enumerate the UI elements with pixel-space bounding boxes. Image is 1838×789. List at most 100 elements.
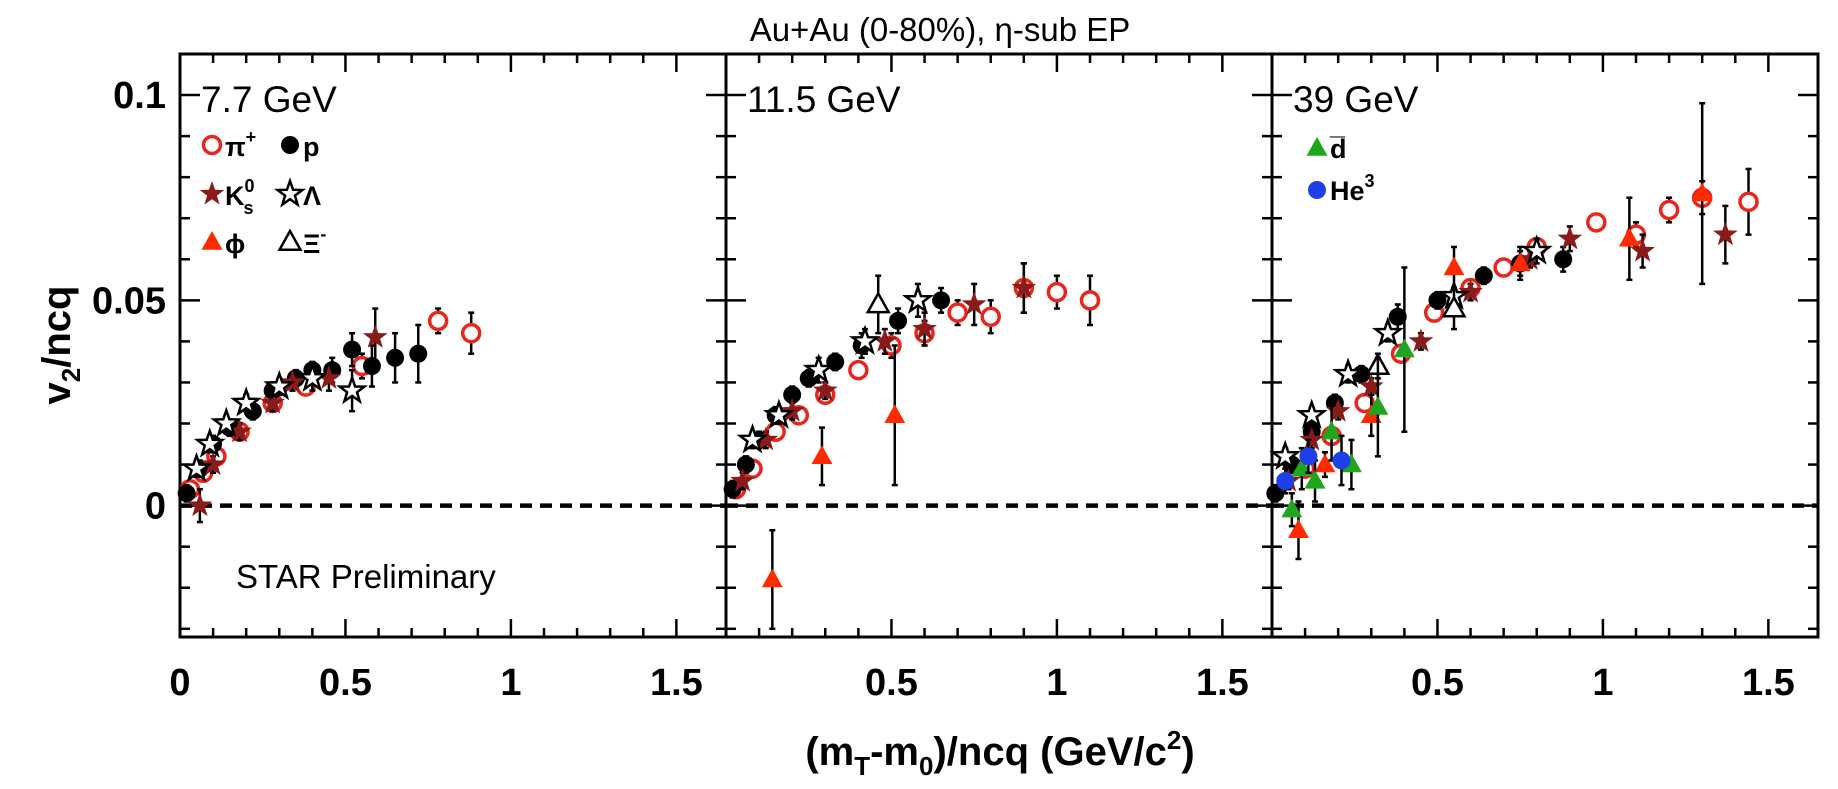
x-tick-label: 1.5	[650, 662, 703, 704]
x-tick-label: 0.5	[319, 662, 372, 704]
data-point	[736, 423, 769, 454]
data-point	[1332, 451, 1351, 470]
data-point	[947, 302, 968, 323]
data-point	[1713, 221, 1738, 246]
data-point	[872, 328, 898, 352]
data-point	[1288, 519, 1309, 538]
legend-label: ϕ	[225, 229, 245, 259]
data-point	[280, 369, 305, 393]
data-point	[1304, 469, 1326, 489]
data-point	[762, 398, 795, 429]
x-tick-label: 1	[500, 662, 521, 704]
x-tick-label: 1	[1046, 662, 1067, 704]
series-ϕ	[761, 344, 906, 631]
series-K0s	[1276, 204, 1738, 492]
legend-marker-dbar	[1306, 137, 1328, 156]
legend-marker-p	[281, 136, 299, 154]
legend-7gev: π+ p K0 s Λϕ Ξ-	[199, 127, 326, 259]
data-point	[343, 340, 362, 359]
x-tick-label: 0.5	[865, 662, 918, 704]
legend-marker-xi	[277, 228, 303, 251]
x-tick-labels: 0 0.5 1 1.5 0.5 1 1.5 0.5 1 1.5	[169, 662, 1794, 704]
data-point	[1388, 307, 1407, 326]
series-K0s	[730, 262, 1037, 492]
axis-ticks	[178, 54, 1818, 637]
data-point	[1325, 398, 1351, 422]
data-point	[1367, 396, 1389, 415]
data-point	[1358, 373, 1384, 398]
y-axis-label: v2/ncq	[35, 286, 86, 405]
data-point	[1276, 471, 1295, 490]
data-point	[1520, 234, 1553, 265]
data-point	[961, 291, 987, 315]
x-axis-label: (mT-m0)/ncq (GeV/c2)	[805, 725, 1194, 781]
series-d̅	[1281, 266, 1415, 528]
data-point	[263, 369, 296, 401]
legend-marker-he3	[1308, 181, 1326, 199]
data-point	[227, 418, 252, 443]
panel-1: 7.7 GeV	[177, 79, 482, 524]
data-point	[730, 468, 755, 492]
data-point	[1281, 498, 1303, 518]
data-point	[210, 406, 243, 438]
panel-energy-label: 11.5 GeV	[747, 79, 901, 120]
legend-label: Ξ-	[303, 224, 326, 259]
data-point	[460, 322, 482, 344]
data-point	[1295, 398, 1328, 429]
data-point	[1321, 420, 1343, 440]
data-point	[386, 348, 405, 367]
star-preliminary-label: STAR Preliminary	[236, 558, 496, 595]
data-point	[180, 451, 213, 483]
data-point	[193, 427, 226, 458]
y-tick-label: 0.05	[92, 280, 166, 322]
data-point	[1408, 328, 1434, 352]
data-point	[1658, 199, 1680, 221]
y-tick-label: 0.1	[113, 75, 166, 117]
series-ϕ	[1288, 102, 1713, 561]
data-point	[1299, 447, 1318, 466]
data-point	[1691, 182, 1713, 202]
data-point	[980, 306, 1001, 328]
data-point	[1011, 275, 1037, 299]
data-point	[932, 291, 951, 310]
data-point	[296, 361, 329, 393]
data-point	[1441, 294, 1467, 318]
data-point	[1046, 281, 1068, 303]
data-point	[1443, 256, 1465, 276]
legend-marker-lambda	[273, 177, 307, 208]
panel-3: 39 GeV	[1266, 79, 1759, 561]
x-tick-label: 1.5	[1196, 662, 1249, 704]
data-point	[1474, 266, 1493, 285]
data-point	[1509, 252, 1531, 272]
data-point	[177, 484, 196, 503]
data-point	[1618, 227, 1640, 247]
data-point	[1393, 338, 1415, 358]
data-point	[884, 404, 906, 423]
data-point	[865, 290, 891, 314]
legend-39gev: d̅ He3	[1306, 134, 1375, 206]
series-p	[177, 323, 428, 503]
data-point	[889, 311, 908, 330]
legend-marker-piplus	[201, 134, 223, 156]
data-point	[260, 390, 285, 414]
data-point	[812, 377, 838, 402]
data-point	[761, 568, 783, 588]
legend-label: Λ	[303, 181, 321, 211]
data-point	[1493, 257, 1514, 278]
data-point	[1554, 250, 1573, 269]
series-Λ	[180, 361, 369, 483]
x-tick-label: 1	[1592, 662, 1613, 704]
legend-label: He3	[1330, 171, 1375, 206]
data-point	[1428, 291, 1447, 310]
series-He3	[1276, 434, 1351, 495]
series-Ξ-	[865, 274, 891, 335]
legend-label: d̅	[1330, 134, 1347, 164]
series-K0s	[187, 307, 388, 524]
data-point	[1079, 290, 1101, 311]
data-point	[912, 316, 937, 340]
plot-frame	[178, 52, 1820, 639]
data-point	[848, 359, 869, 381]
data-point	[1314, 453, 1336, 473]
series-π+	[1294, 167, 1759, 479]
